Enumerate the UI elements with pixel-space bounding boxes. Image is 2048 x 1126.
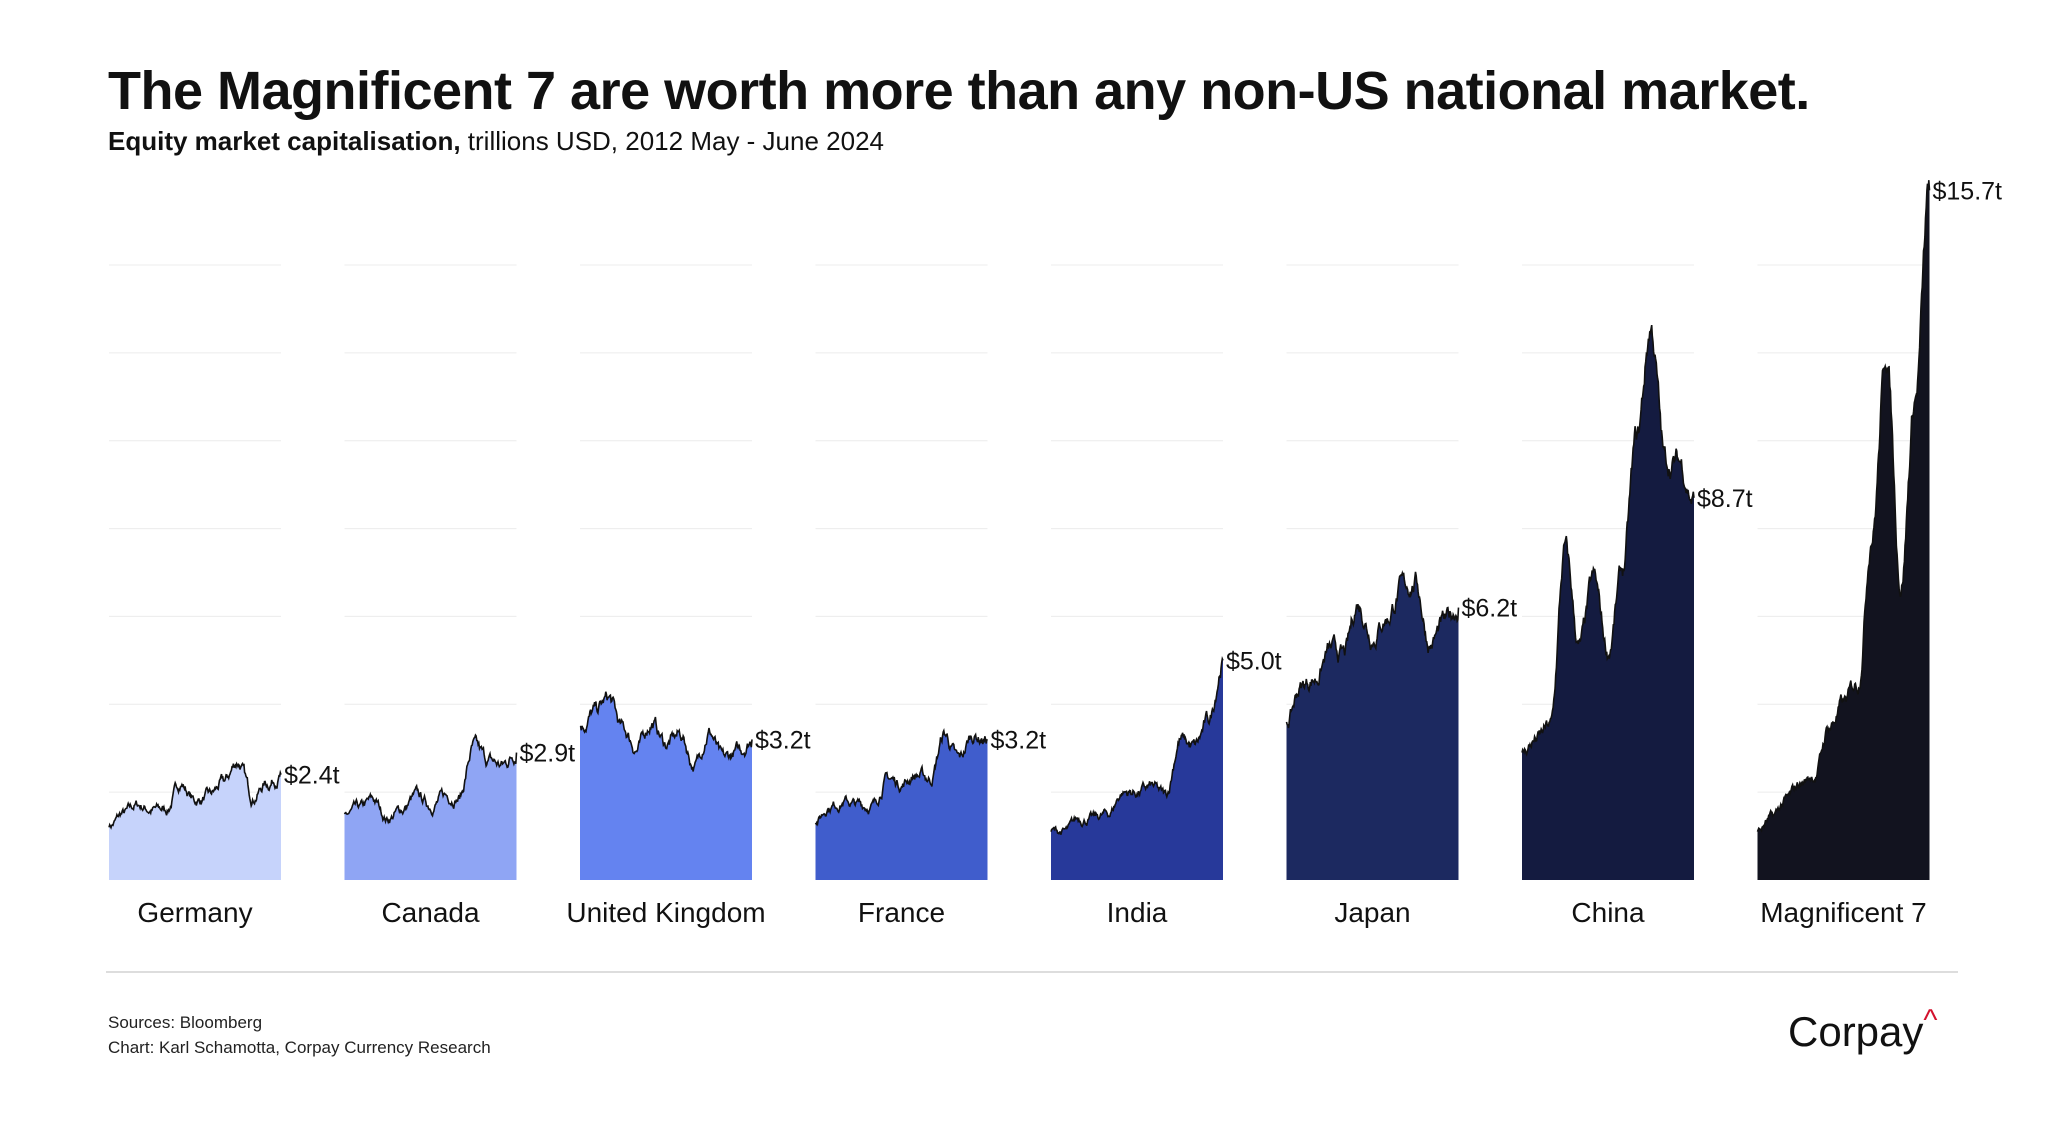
area-germany <box>109 763 281 880</box>
area-magnificent-7 <box>1757 180 1930 880</box>
end-value-label: $6.2t <box>1462 595 1518 623</box>
logo-caret-icon: ^ <box>1923 1004 1938 1037</box>
footer-sources: Sources: Bloomberg Chart: Karl Schamotta… <box>108 1010 491 1060</box>
line-magnificent-7 <box>1756 180 1931 833</box>
sources-text: Sources: Bloomberg <box>108 1013 263 1032</box>
line-france <box>814 728 989 827</box>
end-value-label: $8.7t <box>1697 485 1753 513</box>
category-label: China <box>1571 897 1645 928</box>
category-label: India <box>1107 897 1168 928</box>
area-india <box>1051 658 1223 880</box>
line-germany <box>108 761 282 830</box>
end-value-label: $2.9t <box>520 740 576 768</box>
area-canada <box>344 735 517 880</box>
chart-title: The Magnificent 7 are worth more than an… <box>108 61 1810 121</box>
logo-text: Corpay <box>1788 1008 1924 1055</box>
end-value-label: $3.2t <box>755 726 811 754</box>
area-japan <box>1286 571 1459 880</box>
area-france <box>815 730 988 880</box>
category-label: Germany <box>137 897 252 928</box>
line-united-kingdom <box>579 691 753 772</box>
line-canada <box>343 733 518 825</box>
subtitle-bold: Equity market capitalisation, <box>108 126 461 156</box>
category-label: Magnificent 7 <box>1760 897 1927 928</box>
line-china <box>1521 324 1695 757</box>
category-label: France <box>858 897 945 928</box>
subtitle-rest: trillions USD, 2012 May - June 2024 <box>460 126 884 156</box>
chart-subtitle: Equity market capitalisation, trillions … <box>108 126 884 157</box>
category-label: United Kingdom <box>566 897 765 928</box>
corpay-logo: Corpay^ <box>1788 1004 1937 1056</box>
line-india <box>1050 655 1224 835</box>
category-label: Japan <box>1334 897 1410 928</box>
area-china <box>1522 325 1694 881</box>
area-united-kingdom <box>580 691 752 880</box>
category-label: Canada <box>381 897 480 928</box>
end-value-label: $3.2t <box>991 726 1047 754</box>
end-value-label: $5.0t <box>1226 647 1282 675</box>
end-value-label: $15.7t <box>1933 177 2003 205</box>
end-value-label: $2.4t <box>284 762 340 790</box>
credit-text: Chart: Karl Schamotta, Corpay Currency R… <box>108 1038 491 1057</box>
footer-divider <box>106 971 1958 973</box>
line-japan <box>1285 570 1460 729</box>
